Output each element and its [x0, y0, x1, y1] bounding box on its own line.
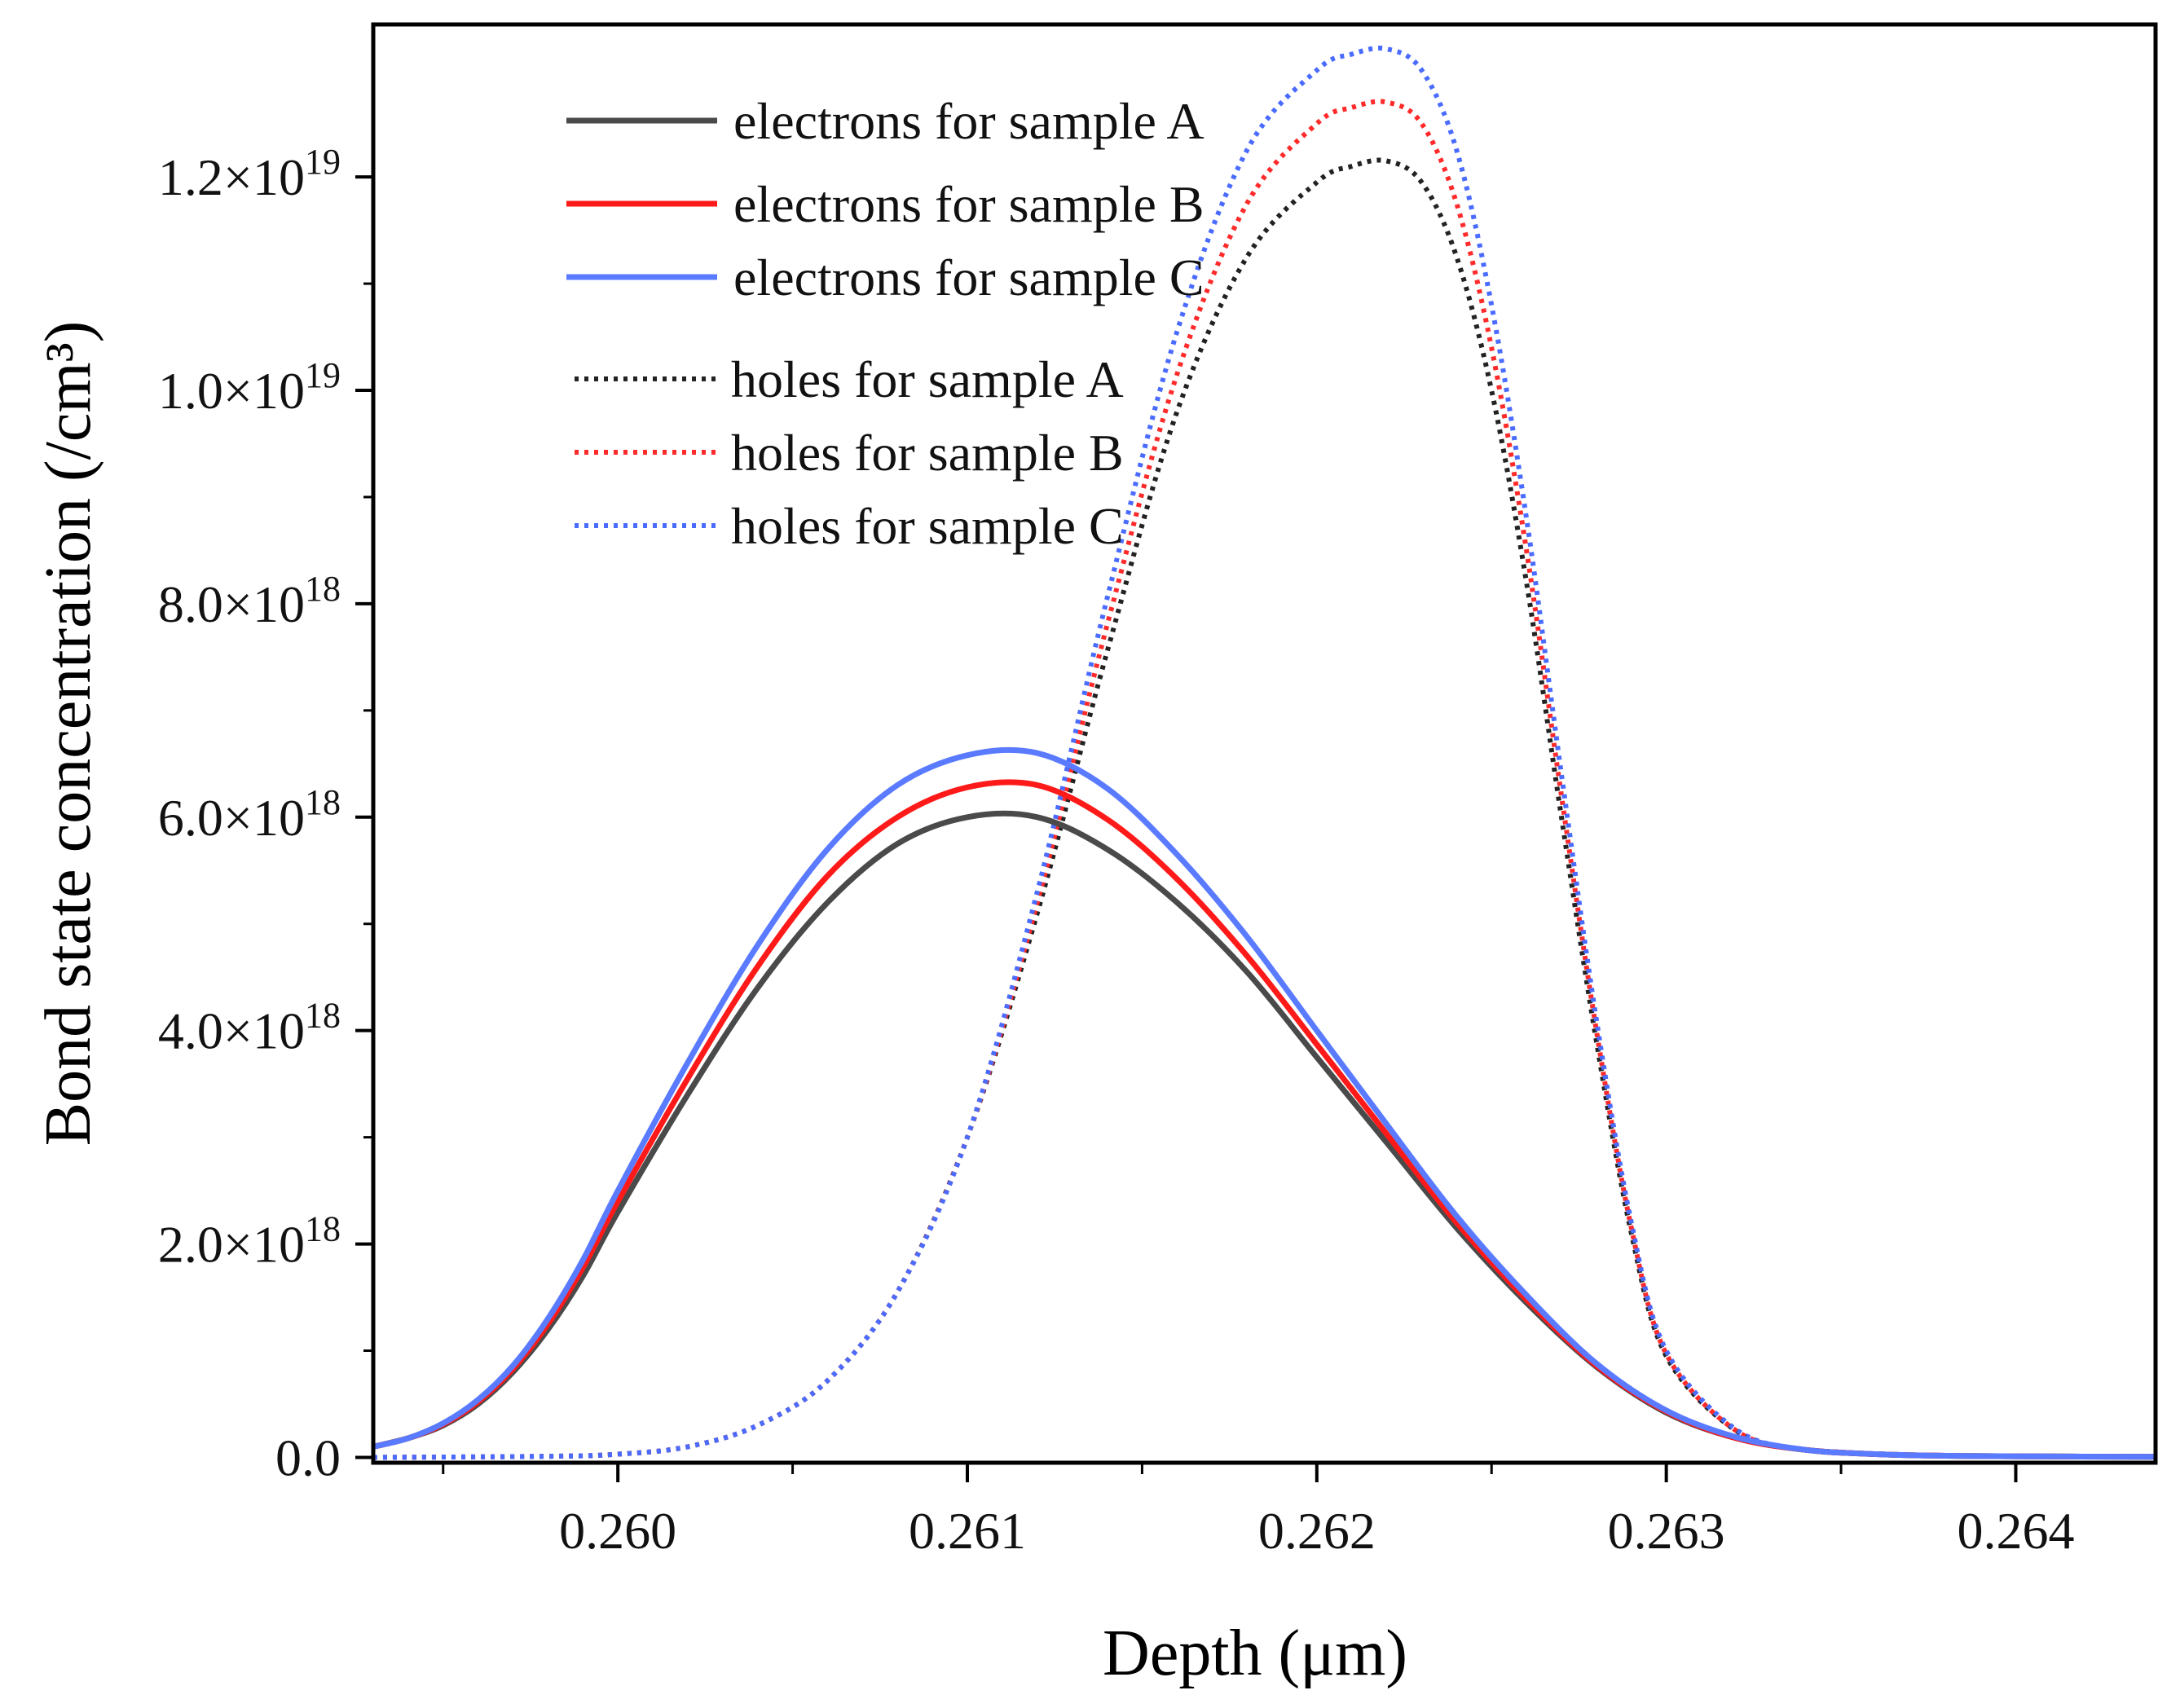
- y-tick-exponent: 18: [305, 996, 341, 1036]
- plot-frame: [371, 22, 2158, 1465]
- series-line-holes-for-sample-a: [372, 157, 2156, 1460]
- legend-label: electrons for sample A: [733, 92, 1205, 150]
- series-line-electrons-for-sample-a: [372, 810, 2156, 1460]
- y-tick-label: 1.0×1019: [158, 355, 341, 420]
- series-line-electrons-for-sample-b: [372, 779, 2156, 1460]
- y-tick-label: 4.0×1018: [158, 996, 341, 1060]
- y-tick-exponent: 19: [305, 142, 341, 182]
- y-tick-label: 8.0×1018: [158, 569, 341, 633]
- series-line-electrons-for-sample-c: [372, 746, 2156, 1460]
- y-tick-mantissa: 2.0×10: [158, 1216, 305, 1274]
- legend-label: holes for sample A: [731, 350, 1124, 408]
- x-axis-title: Depth (μm): [1103, 1618, 1407, 1689]
- legend: electrons for sample A electrons for samp…: [566, 92, 1205, 555]
- y-tick-mantissa: 6.0×10: [158, 789, 305, 847]
- series-line-holes-for-sample-b: [372, 99, 2156, 1460]
- legend-label: holes for sample C: [731, 497, 1124, 555]
- y-tick-label: 2.0×1018: [158, 1209, 341, 1274]
- y-tick-label: 1.2×1019: [158, 142, 341, 206]
- y-tick-label: 0.0: [275, 1428, 341, 1486]
- y-axis-title: Bond state concentration (/cm³): [33, 321, 104, 1147]
- legend-label: holes for sample B: [731, 424, 1124, 482]
- y-tick-exponent: 18: [305, 569, 341, 609]
- series-line-holes-for-sample-c: [372, 46, 2156, 1460]
- series-layer: [372, 46, 2156, 1460]
- x-tick-label: 0.260: [559, 1502, 676, 1560]
- y-tick-mantissa: 0.0: [275, 1428, 341, 1486]
- y-tick-label: 6.0×1018: [158, 782, 341, 847]
- y-tick-mantissa: 4.0×10: [158, 1002, 305, 1060]
- y-tick-mantissa: 8.0×10: [158, 575, 305, 633]
- legend-label: electrons for sample B: [733, 175, 1205, 233]
- legend-label: electrons for sample C: [733, 249, 1205, 306]
- y-tick-exponent: 19: [305, 355, 341, 395]
- y-tick-mantissa: 1.2×10: [158, 148, 305, 206]
- x-tick-label: 0.261: [909, 1502, 1026, 1560]
- x-tick-label: 0.264: [1957, 1502, 2074, 1560]
- axes: 0.260 0.261 0.262 0.263 0.2640.02.0×10184.0×…: [158, 22, 2158, 1560]
- y-tick-mantissa: 1.0×10: [158, 362, 305, 420]
- y-tick-exponent: 18: [305, 782, 341, 822]
- x-tick-label: 0.263: [1608, 1502, 1725, 1560]
- y-tick-exponent: 18: [305, 1209, 341, 1249]
- x-tick-label: 0.262: [1258, 1502, 1376, 1560]
